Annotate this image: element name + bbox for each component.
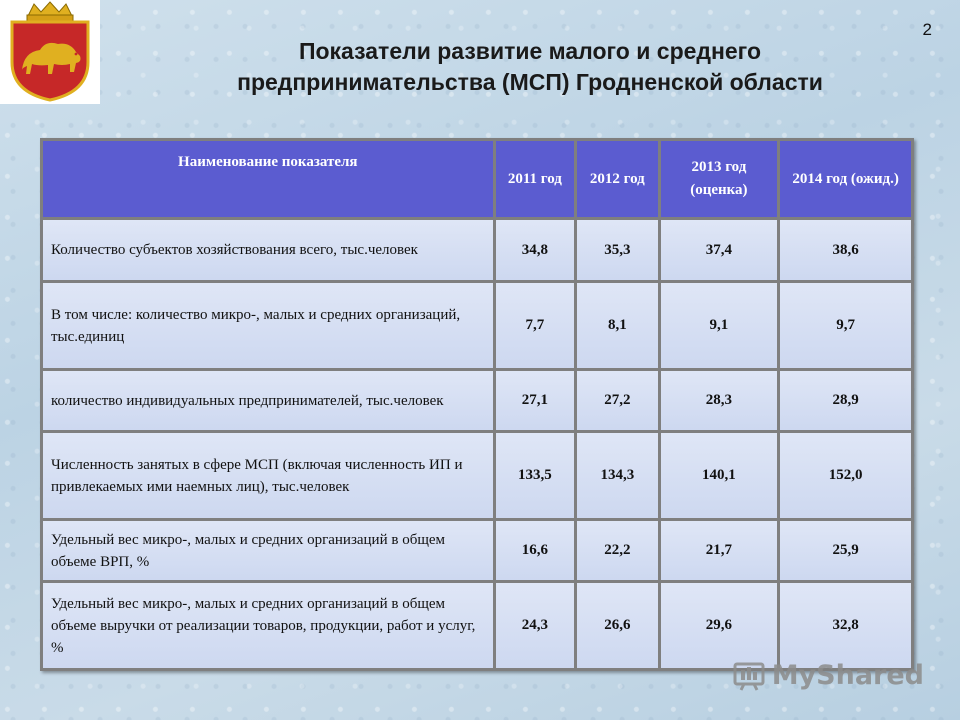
cell-2011: 16,6 bbox=[495, 521, 575, 580]
cell-2012: 8,1 bbox=[577, 283, 658, 368]
cell-2011: 24,3 bbox=[495, 583, 575, 668]
cell-2011: 133,5 bbox=[495, 433, 575, 518]
cell-2014: 38,6 bbox=[780, 220, 911, 280]
table-row: Численность занятых в сфере МСП (включая… bbox=[43, 433, 911, 518]
page-number: 2 bbox=[922, 20, 932, 39]
cell-2013: 29,6 bbox=[660, 583, 778, 668]
table-row: Удельный вес микро-, малых и средних орг… bbox=[43, 583, 911, 668]
indicators-table: Наименование показателя 2011 год 2012 го… bbox=[40, 138, 914, 671]
row-label: Численность занятых в сфере МСП (включая… bbox=[43, 433, 493, 518]
table-row: В том числе: количество микро-, малых и … bbox=[43, 283, 911, 368]
header-2013: 2013 год (оценка) bbox=[660, 141, 778, 217]
cell-2012: 22,2 bbox=[577, 521, 658, 580]
presentation-icon bbox=[733, 662, 765, 691]
table-row: Удельный вес микро-, малых и средних орг… bbox=[43, 521, 911, 580]
cell-2013: 28,3 bbox=[660, 371, 778, 430]
cell-2011: 7,7 bbox=[495, 283, 575, 368]
header-2012: 2012 год bbox=[577, 141, 658, 217]
title-line-2: предпринимательства (МСП) Гродненской об… bbox=[237, 69, 823, 95]
row-label: Удельный вес микро-, малых и средних орг… bbox=[43, 521, 493, 580]
cell-2011: 34,8 bbox=[495, 220, 575, 280]
watermark-text: MyShared bbox=[771, 659, 924, 691]
cell-2014: 25,9 bbox=[780, 521, 911, 580]
row-label: Удельный вес микро-, малых и средних орг… bbox=[43, 583, 493, 668]
cell-2012: 27,2 bbox=[577, 371, 658, 430]
title-line-1: Показатели развитие малого и среднего bbox=[298, 38, 762, 64]
cell-2012: 134,3 bbox=[577, 433, 658, 518]
cell-2012: 35,3 bbox=[577, 220, 658, 280]
row-label: количество индивидуальных предпринимател… bbox=[43, 371, 493, 430]
cell-2013: 140,1 bbox=[660, 433, 778, 518]
cell-2014: 32,8 bbox=[780, 583, 911, 668]
table-header-row: Наименование показателя 2011 год 2012 го… bbox=[43, 141, 911, 217]
cell-2013: 21,7 bbox=[660, 521, 778, 580]
cell-2014: 28,9 bbox=[780, 371, 911, 430]
cell-2013: 9,1 bbox=[660, 283, 778, 368]
row-label: Количество субъектов хозяйствования всег… bbox=[43, 220, 493, 280]
row-label: В том числе: количество микро-, малых и … bbox=[43, 283, 493, 368]
watermark: MyShared bbox=[732, 658, 924, 692]
cell-2014: 9,7 bbox=[780, 283, 911, 368]
cell-2011: 27,1 bbox=[495, 371, 575, 430]
cell-2013: 37,4 bbox=[660, 220, 778, 280]
table-row: количество индивидуальных предпринимател… bbox=[43, 371, 911, 430]
header-2014: 2014 год (ожид.) bbox=[780, 141, 911, 217]
slide-title: Показатели развитие малого и среднего пр… bbox=[140, 36, 920, 98]
header-2011: 2011 год bbox=[495, 141, 575, 217]
coat-of-arms-icon bbox=[0, 0, 100, 104]
cell-2014: 152,0 bbox=[780, 433, 911, 518]
cell-2012: 26,6 bbox=[577, 583, 658, 668]
header-indicator-name: Наименование показателя bbox=[43, 141, 493, 217]
table-row: Количество субъектов хозяйствования всег… bbox=[43, 220, 911, 280]
